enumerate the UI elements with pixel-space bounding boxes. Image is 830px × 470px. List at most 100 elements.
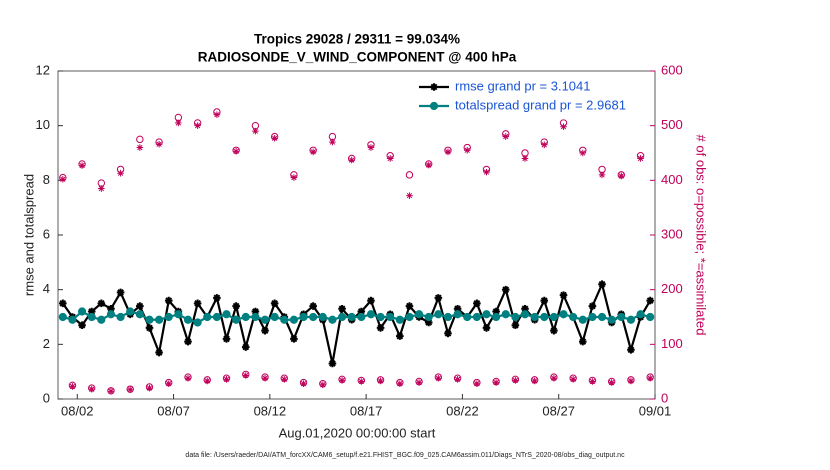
marker <box>242 372 250 379</box>
marker <box>578 315 587 324</box>
marker <box>443 312 453 322</box>
marker <box>627 377 635 385</box>
marker <box>559 291 568 299</box>
marker <box>589 378 596 385</box>
marker <box>395 315 404 324</box>
marker <box>569 312 578 322</box>
y2-tick-label: 100 <box>661 336 683 351</box>
marker <box>550 374 558 382</box>
marker <box>77 307 87 316</box>
marker <box>252 127 259 135</box>
marker <box>126 307 135 316</box>
marker <box>358 378 365 385</box>
marker <box>88 385 96 393</box>
marker <box>212 312 221 322</box>
marker <box>116 312 125 322</box>
y-tick-label: 2 <box>43 336 50 351</box>
marker <box>174 310 183 319</box>
y2-tick-label: 400 <box>661 172 683 187</box>
marker <box>607 315 616 324</box>
marker <box>617 312 626 322</box>
marker <box>424 318 433 327</box>
marker <box>97 299 106 308</box>
marker <box>222 310 231 319</box>
marker <box>213 294 221 302</box>
marker <box>597 312 607 322</box>
y-tick-label: 0 <box>43 390 50 405</box>
marker <box>511 321 520 329</box>
marker <box>68 315 77 324</box>
y-axis-label: rmse and totalspread <box>21 174 36 296</box>
marker <box>425 161 433 169</box>
marker <box>434 294 443 302</box>
marker <box>598 280 606 288</box>
marker <box>136 144 144 151</box>
marker <box>271 134 278 142</box>
marker <box>309 312 318 322</box>
marker <box>646 312 655 322</box>
marker <box>280 376 288 383</box>
marker <box>241 343 250 351</box>
marker <box>78 162 86 169</box>
marker <box>58 312 67 322</box>
marker <box>608 379 615 386</box>
marker <box>511 312 520 322</box>
series-line <box>61 280 652 364</box>
marker <box>232 148 240 155</box>
y-tick-label: 6 <box>43 226 50 241</box>
marker <box>289 315 299 324</box>
y2-tick-label: 300 <box>661 226 683 241</box>
marker <box>521 305 529 313</box>
marker <box>69 383 76 390</box>
marker <box>386 312 395 322</box>
y-tick-label: 8 <box>43 172 50 187</box>
marker <box>338 305 346 313</box>
marker <box>415 379 423 386</box>
legend-label: totalspread grand pr = 2.9681 <box>455 97 626 112</box>
marker <box>406 192 413 199</box>
marker <box>579 149 587 157</box>
x-tick-label: 08/27 <box>542 403 575 418</box>
marker <box>260 315 270 324</box>
marker <box>472 312 481 322</box>
marker <box>430 83 438 91</box>
marker <box>193 299 202 308</box>
x-tick-label: 08/07 <box>157 403 190 418</box>
marker <box>473 380 481 387</box>
marker <box>540 312 549 322</box>
marker <box>183 315 193 324</box>
x-tick-label: 08/17 <box>350 403 383 418</box>
marker <box>98 185 105 192</box>
marker <box>512 377 519 384</box>
marker <box>492 379 500 386</box>
marker <box>318 312 327 322</box>
marker <box>531 377 538 385</box>
marker <box>328 315 337 324</box>
marker <box>251 307 260 316</box>
marker <box>444 148 452 156</box>
marker <box>482 310 491 319</box>
marker <box>396 380 404 387</box>
marker <box>261 374 269 382</box>
x-tick-label: 09/01 <box>639 403 672 418</box>
marker <box>164 312 173 322</box>
marker <box>222 335 231 343</box>
marker <box>232 315 241 324</box>
chart-subtitle: RADIOSONDE_V_WIND_COMPONENT @ 400 hPa <box>198 50 517 65</box>
marker <box>107 388 115 395</box>
marker <box>116 288 125 297</box>
marker <box>328 359 337 368</box>
marker <box>251 312 260 322</box>
marker <box>386 155 394 162</box>
marker <box>377 377 384 385</box>
marker <box>145 324 154 332</box>
footnote: data file: /Users/raeder/DAI/ATM_forcXX/… <box>185 452 625 459</box>
y-tick-label: 10 <box>36 117 50 132</box>
marker <box>366 310 376 319</box>
marker <box>213 111 221 119</box>
marker <box>559 310 568 319</box>
y2-tick-label: 500 <box>661 117 683 132</box>
marker <box>329 138 336 146</box>
marker <box>357 312 366 322</box>
